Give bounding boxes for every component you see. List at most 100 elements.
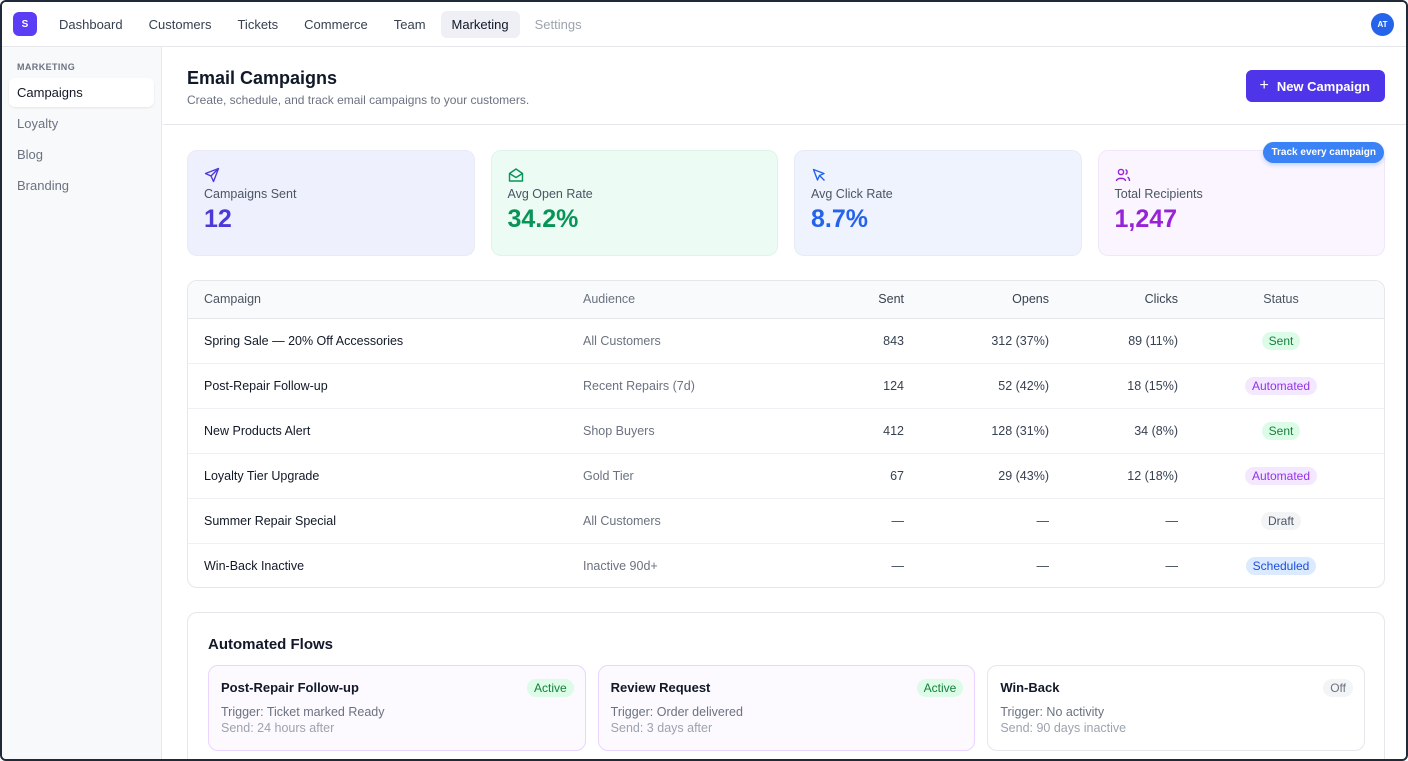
- cell-status: Sent: [1178, 318, 1384, 363]
- stat-value: 12: [204, 205, 232, 233]
- stat-value: 1,247: [1114, 205, 1178, 233]
- nav-settings[interactable]: Settings: [534, 16, 582, 32]
- stat-label: Total Recipients: [1114, 187, 1203, 201]
- flow-card-win-back[interactable]: Win-Back Off Trigger: No activity Send: …: [987, 665, 1366, 751]
- status-badge: Automated: [1244, 466, 1318, 485]
- flow-status-badge[interactable]: Off: [1323, 679, 1354, 697]
- users-icon: [1115, 168, 1130, 182]
- status-badge: Scheduled: [1245, 556, 1317, 575]
- stat-value: 34.2%: [507, 205, 579, 233]
- cell-status: Automated: [1178, 453, 1384, 498]
- cell-clicks: 18 (15%): [1127, 378, 1178, 393]
- cell-opens: 128 (31%): [991, 423, 1049, 438]
- nav-customers[interactable]: Customers: [148, 16, 212, 32]
- nav-tickets[interactable]: Tickets: [237, 16, 279, 32]
- status-badge: Sent: [1261, 421, 1301, 440]
- table-row[interactable]: Loyalty Tier Upgrade Gold Tier 67 29 (43…: [188, 453, 1384, 498]
- stat-total-recipients: Total Recipients 1,247 Track every campa…: [1097, 142, 1385, 256]
- table-row[interactable]: Win-Back Inactive Inactive 90d+ — — — Sc…: [188, 543, 1384, 587]
- top-navigation: S Dashboard Customers Tickets Commerce T…: [2, 2, 1406, 47]
- send-icon: [204, 167, 220, 183]
- cell-sent: —: [891, 558, 905, 573]
- table-header-row: Campaign Audience Sent Opens Clicks Stat…: [188, 281, 1384, 319]
- cell-status: Sent: [1178, 408, 1384, 453]
- campaigns-table: Campaign Audience Sent Opens Clicks Stat…: [187, 280, 1385, 588]
- main-content: Email Campaigns Create, schedule, and tr…: [163, 47, 1406, 759]
- cursor-click-icon: [812, 168, 825, 181]
- stat-click-rate: Avg Click Rate 8.7%: [794, 150, 1082, 256]
- cell-clicks: 12 (18%): [1127, 468, 1178, 483]
- cell-sent: 412: [883, 423, 904, 438]
- cell-audience: Gold Tier: [583, 468, 634, 483]
- sidebar: MARKETING Campaigns Loyalty Blog Brandin…: [2, 47, 162, 759]
- cell-clicks: —: [1165, 558, 1179, 573]
- plus-icon: +: [1259, 77, 1269, 94]
- stat-label: Avg Open Rate: [507, 187, 593, 201]
- cell-audience: All Customers: [583, 513, 661, 528]
- stat-value: 8.7%: [811, 205, 868, 233]
- table-row[interactable]: Summer Repair Special All Customers — — …: [188, 498, 1384, 543]
- stat-open-rate: Avg Open Rate 34.2%: [490, 150, 778, 256]
- cell-audience: Shop Buyers: [583, 423, 655, 438]
- new-campaign-label: New Campaign: [1276, 78, 1370, 94]
- flow-card-review-request[interactable]: Review Request Active Trigger: Order del…: [597, 665, 976, 751]
- page-subtitle: Create, schedule, and track email campai…: [187, 93, 530, 107]
- flow-trigger: Trigger: Ticket marked Ready: [221, 705, 385, 719]
- cell-campaign: Summer Repair Special: [204, 513, 336, 528]
- app-logo[interactable]: S: [13, 12, 37, 36]
- main-nav: Dashboard Customers Tickets Commerce Tea…: [48, 10, 593, 38]
- col-opens[interactable]: Opens: [904, 281, 1049, 319]
- page-header: Email Campaigns Create, schedule, and tr…: [163, 47, 1406, 125]
- table-row[interactable]: Spring Sale — 20% Off Accessories All Cu…: [188, 318, 1384, 363]
- flow-send: Send: 3 days after: [610, 721, 713, 735]
- flow-card-post-repair[interactable]: Post-Repair Follow-up Active Trigger: Ti…: [208, 665, 586, 751]
- flow-status-badge[interactable]: Active: [916, 679, 964, 697]
- sidebar-item-campaigns[interactable]: Campaigns: [9, 78, 154, 107]
- sidebar-item-branding[interactable]: Branding: [17, 178, 70, 193]
- cell-audience: Recent Repairs (7d): [583, 378, 695, 393]
- cell-sent: —: [891, 513, 905, 528]
- cell-opens: 29 (43%): [998, 468, 1049, 483]
- col-sent[interactable]: Sent: [797, 281, 904, 319]
- sidebar-item-loyalty[interactable]: Loyalty: [17, 116, 59, 131]
- flow-status-badge[interactable]: Active: [526, 679, 574, 697]
- stat-campaigns-sent: Campaigns Sent 12: [187, 150, 475, 256]
- col-status[interactable]: Status: [1178, 281, 1384, 319]
- flow-name: Review Request: [610, 680, 711, 695]
- cell-clicks: 34 (8%): [1134, 423, 1178, 438]
- nav-dashboard[interactable]: Dashboard: [59, 16, 123, 32]
- cell-campaign: Win-Back Inactive: [204, 558, 305, 573]
- stat-label: Campaigns Sent: [204, 187, 297, 201]
- sidebar-section-title: MARKETING: [17, 62, 76, 72]
- nav-team[interactable]: Team: [393, 16, 426, 32]
- flow-send: Send: 24 hours after: [221, 721, 335, 735]
- col-campaign[interactable]: Campaign: [188, 281, 583, 319]
- sidebar-item-blog[interactable]: Blog: [17, 147, 44, 162]
- track-campaign-pill[interactable]: Track every campaign: [1263, 142, 1384, 163]
- cell-clicks: —: [1165, 513, 1179, 528]
- cell-status: Scheduled: [1178, 543, 1384, 587]
- user-avatar[interactable]: AT: [1371, 13, 1394, 36]
- cell-sent: 67: [890, 468, 904, 483]
- nav-marketing[interactable]: Marketing: [440, 10, 520, 38]
- flows-list: Post-Repair Follow-up Active Trigger: Ti…: [208, 665, 1366, 751]
- table-row[interactable]: Post-Repair Follow-up Recent Repairs (7d…: [188, 363, 1384, 408]
- col-audience[interactable]: Audience: [583, 281, 797, 319]
- cell-status: Draft: [1178, 498, 1384, 543]
- cell-opens: —: [1036, 513, 1050, 528]
- col-clicks[interactable]: Clicks: [1049, 281, 1178, 319]
- cell-clicks: 89 (11%): [1128, 333, 1178, 348]
- stats-row: Campaigns Sent 12 Avg Open Rate 34.2% Av…: [187, 142, 1385, 256]
- table-row[interactable]: New Products Alert Shop Buyers 412 128 (…: [188, 408, 1384, 453]
- flow-name: Win-Back: [1000, 680, 1060, 695]
- status-badge: Sent: [1261, 331, 1301, 350]
- stat-label: Avg Click Rate: [811, 187, 893, 201]
- flows-title: Automated Flows: [208, 636, 334, 653]
- nav-commerce[interactable]: Commerce: [304, 16, 368, 32]
- cell-opens: 52 (42%): [998, 378, 1049, 393]
- cell-status: Automated: [1178, 363, 1384, 408]
- cell-opens: —: [1036, 558, 1050, 573]
- status-badge: Automated: [1244, 376, 1318, 395]
- new-campaign-button[interactable]: + New Campaign: [1246, 70, 1385, 102]
